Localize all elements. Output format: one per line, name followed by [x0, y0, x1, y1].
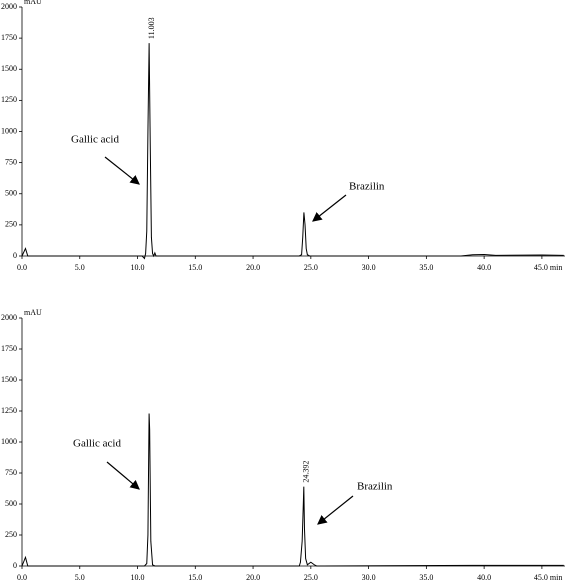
x-tick-label: 15.0 — [188, 573, 202, 582]
y-tick-label: 250 — [5, 530, 17, 539]
arrow — [106, 461, 140, 490]
x-tick-label: 0.0 — [17, 573, 27, 582]
y-tick-label: 1750 — [1, 344, 17, 353]
y-tick-label: 1000 — [1, 126, 17, 135]
x-tick-label: 45.0 min — [534, 573, 562, 582]
y-axis-label: mAU — [24, 308, 42, 317]
y-tick-label: 1250 — [1, 406, 17, 415]
y-tick-label: 1750 — [1, 33, 17, 42]
arrow — [104, 156, 140, 185]
y-tick-label: 1000 — [1, 437, 17, 446]
x-tick-label: 5.0 — [75, 573, 85, 582]
y-tick-label: 500 — [5, 189, 17, 198]
trace — [21, 413, 564, 567]
x-tick-label: 35.0 — [419, 573, 433, 582]
x-tick-label: 20.0 — [246, 573, 260, 582]
y-tick-label: 2000 — [1, 2, 17, 11]
x-tick-label: 15.0 — [188, 263, 202, 272]
y-axis-label: mAU — [24, 0, 42, 6]
x-tick-label: 25.0 — [304, 263, 318, 272]
x-tick-label: 25.0 — [304, 573, 318, 582]
trace — [21, 43, 564, 260]
x-tick-label: 5.0 — [75, 263, 85, 272]
arrow — [312, 194, 347, 222]
y-tick-label: 500 — [5, 499, 17, 508]
x-tick-label: 40.0 — [477, 573, 491, 582]
x-tick-label: 35.0 — [419, 263, 433, 272]
x-tick-label: 30.0 — [362, 263, 376, 272]
y-tick-label: 0 — [13, 561, 17, 570]
annotation: Gallic acid — [73, 438, 121, 450]
y-tick-label: 750 — [5, 157, 17, 166]
x-tick-label: 45.0 min — [534, 263, 562, 272]
y-tick-label: 250 — [5, 220, 17, 229]
x-tick-label: 30.0 — [362, 573, 376, 582]
y-tick-label: 1250 — [1, 95, 17, 104]
y-tick-label: 2000 — [1, 313, 17, 322]
x-tick-label: 0.0 — [17, 263, 27, 272]
peak-label: 11.003 — [147, 17, 156, 39]
y-tick-label: 0 — [13, 251, 17, 260]
y-tick-label: 1500 — [1, 64, 17, 73]
y-tick-label: 1500 — [1, 375, 17, 384]
y-tick-label: 750 — [5, 468, 17, 477]
x-tick-label: 40.0 — [477, 263, 491, 272]
peak-label: 24.392 — [302, 461, 311, 483]
x-tick-label: 10.0 — [131, 573, 145, 582]
arrow — [317, 495, 354, 525]
annotation: Brazilin — [349, 181, 385, 193]
annotation: Gallic acid — [71, 134, 119, 146]
annotation: Brazilin — [357, 481, 393, 493]
x-tick-label: 10.0 — [131, 263, 145, 272]
x-tick-label: 20.0 — [246, 263, 260, 272]
